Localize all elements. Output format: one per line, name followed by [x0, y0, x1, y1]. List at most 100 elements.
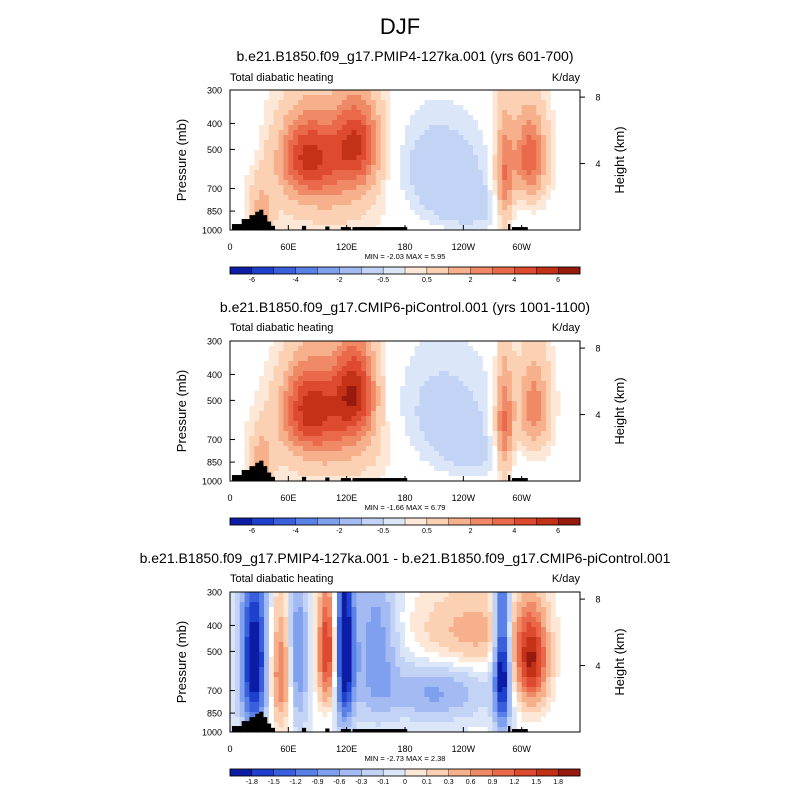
heatmap-cell [545, 396, 552, 402]
heatmap-cell [356, 105, 362, 111]
heatmap-cell [531, 356, 537, 362]
heatmap-cell [545, 451, 552, 457]
heatmap-cell [531, 466, 537, 472]
heatmap-cell [555, 205, 561, 211]
heatmap-cell [336, 396, 343, 402]
heatmap-cell [312, 145, 318, 151]
heatmap-cell [361, 371, 367, 377]
heatmap-cell [302, 406, 309, 412]
heatmap-cell [507, 165, 513, 171]
heatmap-cell [405, 185, 411, 191]
heatmap-cell [239, 135, 245, 141]
heatmap-cell [390, 381, 396, 387]
heatmap-cell [395, 155, 401, 161]
heatmap-cell [283, 170, 289, 176]
heatmap-cell [516, 105, 523, 111]
heatmap-cell [458, 391, 464, 397]
heatmap-cell [288, 391, 294, 397]
heatmap-cell [341, 612, 348, 618]
heatmap-cell [361, 401, 367, 407]
heatmap-cell [516, 351, 523, 357]
heatmap-cell [259, 607, 265, 613]
heatmap-cell [332, 346, 338, 352]
heatmap-cell [570, 371, 576, 377]
heatmap-cell [439, 125, 445, 131]
heatmap-cell [327, 130, 333, 136]
heatmap-cell [531, 461, 537, 467]
heatmap-cell [521, 361, 527, 367]
heatmap-cell [244, 200, 250, 206]
heatmap-cell [346, 105, 352, 111]
heatmap-cell [288, 421, 294, 427]
heatmap-cell [453, 195, 459, 201]
heatmap-cell [332, 401, 338, 407]
heatmap-cell [356, 115, 362, 121]
heatmap-cell [458, 451, 464, 457]
heatmap-cell [482, 431, 489, 437]
heatmap-cell [298, 622, 304, 628]
heatmap-cell [293, 426, 299, 432]
heatmap-cell [361, 602, 367, 608]
heatmap-cell [536, 130, 542, 136]
heatmap-cell [492, 391, 498, 397]
heatmap-cell [443, 205, 450, 211]
heatmap-cell [356, 451, 362, 457]
heatmap-cell [244, 446, 250, 452]
heatmap-cell [264, 426, 270, 432]
panel-2: b.e21.B1850.f09_g17.CMIP6-piControl.001 … [174, 299, 627, 535]
heatmap-cell [288, 612, 294, 618]
heatmap-cell [395, 622, 401, 628]
heatmap-cell [405, 426, 411, 432]
heatmap-cell [405, 416, 411, 422]
heatmap-cell [283, 100, 289, 106]
heatmap-cell [278, 130, 284, 136]
heatmap-cell [521, 125, 527, 131]
heatmap-cell [298, 130, 304, 136]
heatmap-cell [424, 376, 430, 382]
colorbar-box [426, 517, 450, 526]
heatmap-cell [332, 90, 338, 96]
heatmap-cell [516, 597, 523, 603]
heatmap-cell [473, 391, 479, 397]
heatmap-cell [400, 426, 406, 432]
heatmap-cell [356, 165, 362, 171]
heatmap-cell [264, 391, 270, 397]
heatmap-cell [482, 476, 489, 482]
heatmap-cell [327, 346, 333, 352]
heatmap-cell [419, 115, 425, 121]
heatmap-cell [400, 155, 406, 161]
heatmap-cell [244, 180, 250, 186]
heatmap-cell [536, 396, 542, 402]
heatmap-cell [361, 366, 367, 372]
heatmap-cell [336, 361, 343, 367]
heatmap-cell [278, 446, 284, 452]
heatmap-cell [434, 466, 440, 472]
heatmap-cell [555, 597, 561, 603]
heatmap-cell [477, 476, 484, 482]
heatmap-cell [390, 155, 396, 161]
heatmap-cell [541, 627, 547, 633]
heatmap-cell [516, 451, 523, 457]
heatmap-cell [230, 125, 236, 131]
heatmap-cell [458, 466, 464, 472]
heatmap-cell [575, 421, 581, 427]
heatmap-cell [453, 612, 459, 618]
heatmap-cell [380, 150, 386, 156]
heatmap-cell [531, 366, 537, 372]
heatmap-cell [482, 386, 489, 392]
heatmap-cell [332, 160, 338, 166]
heatmap-cell [458, 632, 464, 638]
heatmap-cell [424, 180, 430, 186]
heatmap-cell [278, 476, 284, 482]
heatmap-cell [317, 185, 323, 191]
heatmap-cell [502, 411, 508, 417]
heatmap-cell [545, 446, 552, 452]
terrain-block [303, 225, 307, 230]
heatmap-cell [448, 366, 455, 372]
heatmap-cell [565, 456, 571, 462]
heatmap-cell [234, 150, 241, 156]
heatmap-cell [463, 466, 469, 472]
heatmap-cell [346, 145, 352, 151]
heatmap-cell [463, 190, 469, 196]
terrain-block [325, 226, 328, 230]
